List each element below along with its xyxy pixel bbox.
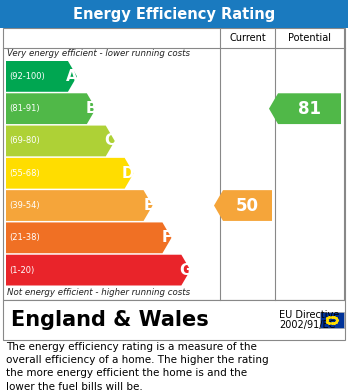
Text: Not energy efficient - higher running costs: Not energy efficient - higher running co… [7,288,190,297]
Text: (81-91): (81-91) [9,104,40,113]
Text: G: G [179,263,191,278]
Text: A: A [66,69,78,84]
Bar [319,312,343,328]
Text: B: B [85,101,97,116]
Polygon shape [6,158,134,188]
Text: Current: Current [229,33,266,43]
Text: EU Directive: EU Directive [279,310,339,320]
Text: Energy Efficiency Rating: Energy Efficiency Rating [73,7,275,22]
Polygon shape [6,126,115,156]
Text: (92-100): (92-100) [9,72,45,81]
Text: F: F [162,230,173,245]
Polygon shape [6,61,77,92]
Text: (39-54): (39-54) [9,201,40,210]
Text: (1-20): (1-20) [9,265,34,274]
Text: 50: 50 [236,197,259,215]
Polygon shape [214,190,272,221]
Text: C: C [105,133,116,149]
Polygon shape [6,255,190,285]
Text: England & Wales: England & Wales [11,310,209,330]
Polygon shape [6,190,152,221]
Text: 2002/91/EC: 2002/91/EC [279,320,335,330]
Bar [0,0,348,28]
Text: E: E [143,198,153,213]
Text: (55-68): (55-68) [9,169,40,178]
Polygon shape [269,93,341,124]
Bar [3,300,345,340]
Text: Potential: Potential [288,33,331,43]
Text: D: D [122,166,135,181]
Text: 81: 81 [298,100,321,118]
Bar [3,28,345,300]
Polygon shape [6,222,172,253]
Polygon shape [6,93,96,124]
Text: Very energy efficient - lower running costs: Very energy efficient - lower running co… [7,49,190,58]
Text: (69-80): (69-80) [9,136,40,145]
Text: (21-38): (21-38) [9,233,40,242]
Text: The energy efficiency rating is a measure of the
overall efficiency of a home. T: The energy efficiency rating is a measur… [6,342,269,391]
